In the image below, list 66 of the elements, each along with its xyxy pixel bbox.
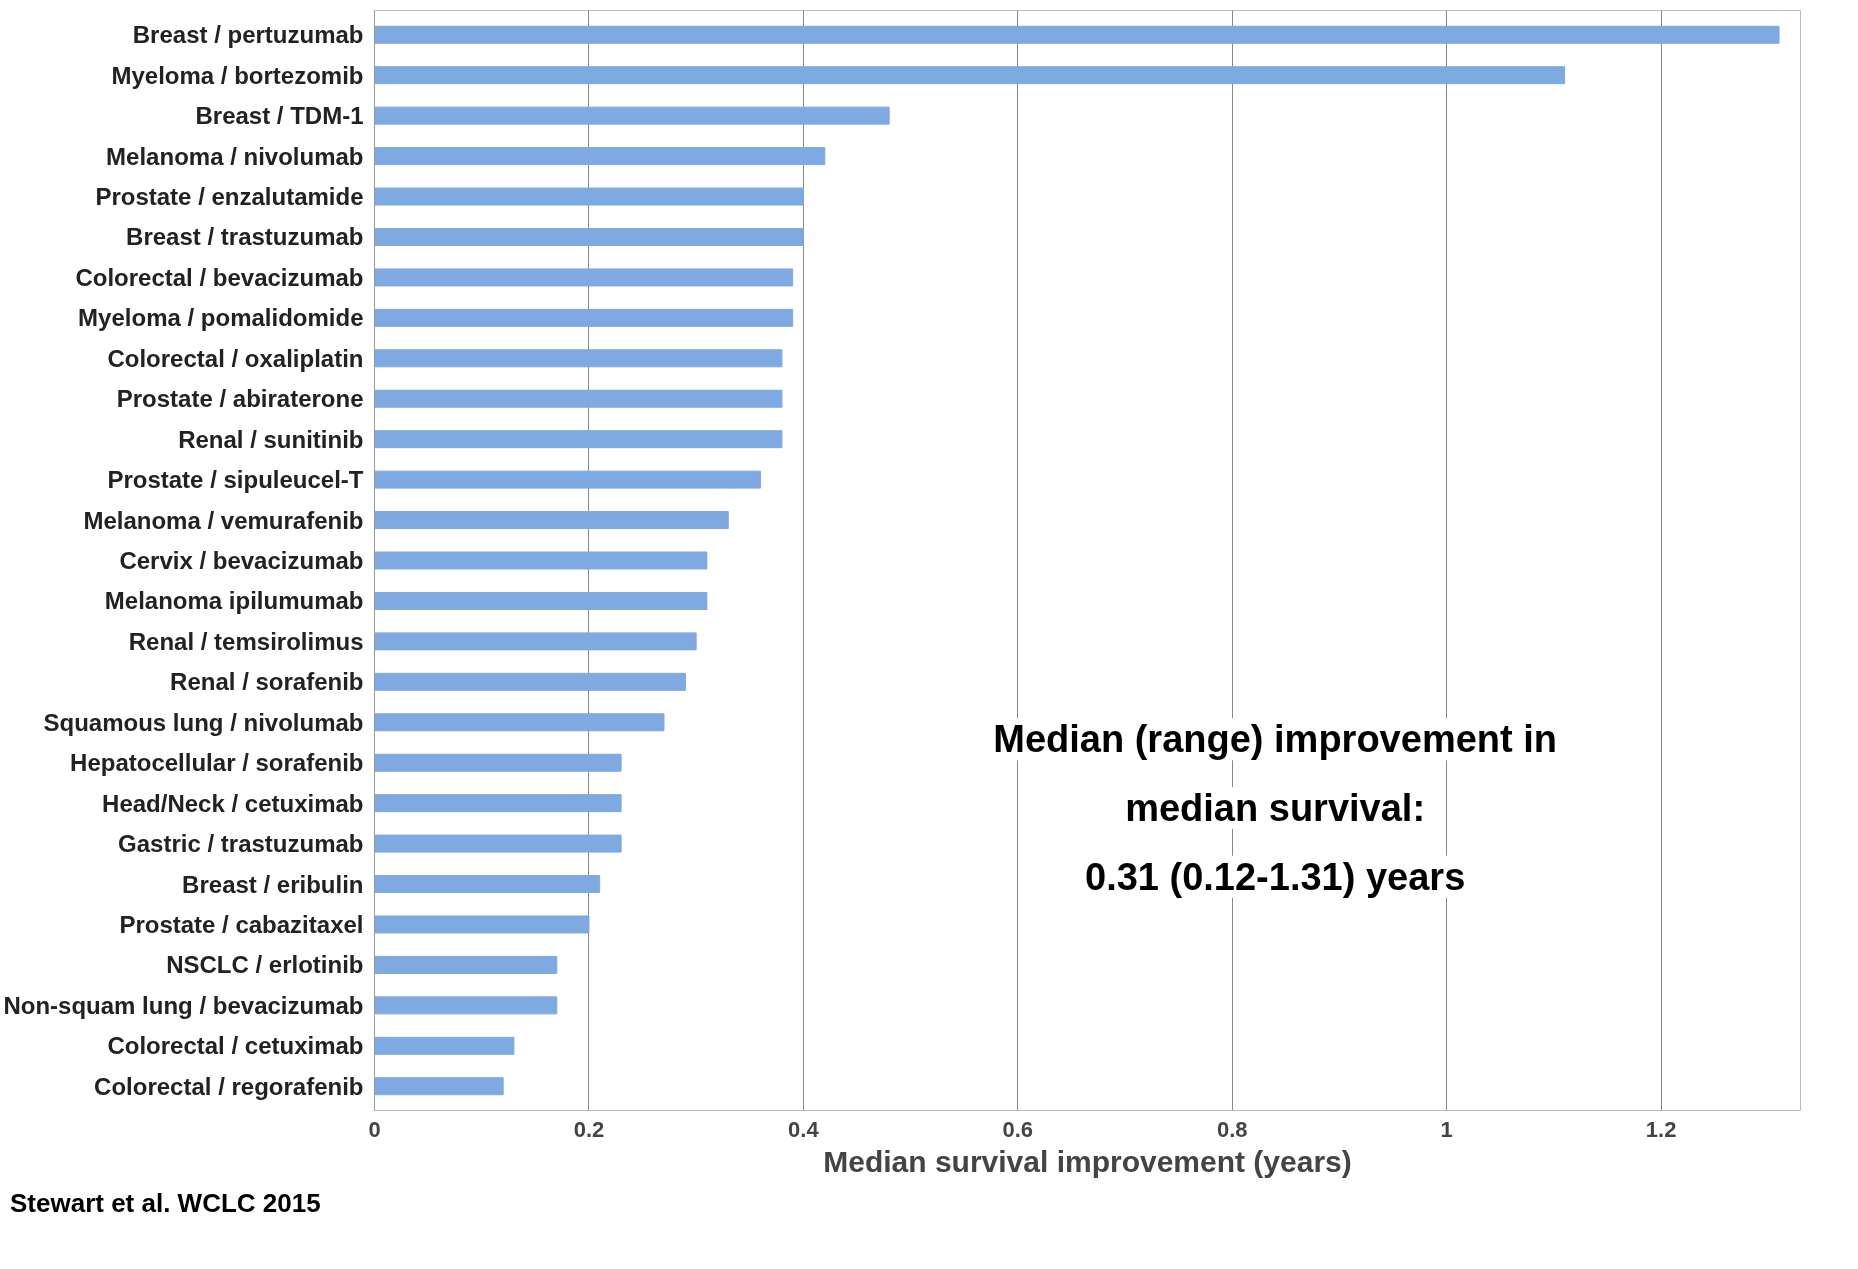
x-tick-label: 0.2 bbox=[573, 1116, 605, 1142]
y-tick-label: Prostate / sipuleucel-T bbox=[107, 466, 364, 494]
bar bbox=[374, 753, 622, 772]
bar bbox=[374, 349, 783, 368]
x-axis-title: Median survival improvement (years) bbox=[823, 1144, 1352, 1178]
y-tick-label: Breast / eribulin bbox=[182, 870, 364, 898]
bar bbox=[374, 268, 794, 287]
y-tick-label: Breast / TDM-1 bbox=[195, 102, 364, 130]
x-tick-label: 1 bbox=[1440, 1116, 1453, 1142]
bar bbox=[374, 187, 804, 206]
bar bbox=[374, 955, 558, 974]
bar bbox=[374, 713, 665, 732]
y-tick-label: Prostate / enzalutamide bbox=[95, 183, 364, 211]
bar bbox=[374, 1036, 515, 1055]
bar bbox=[374, 308, 794, 327]
y-tick-label: Prostate / cabazitaxel bbox=[119, 910, 364, 938]
y-tick-label: Colorectal / oxaliplatin bbox=[107, 344, 364, 372]
bar bbox=[374, 915, 590, 934]
y-tick-label: Colorectal / cetuximab bbox=[107, 1032, 364, 1060]
annotation: median survival: bbox=[1125, 787, 1426, 829]
bar bbox=[374, 389, 783, 408]
bar bbox=[374, 511, 729, 530]
text: Stewart et al. WCLC 2015 bbox=[10, 1187, 321, 1220]
y-tick-label: Head/Neck / cetuximab bbox=[102, 789, 364, 817]
bar bbox=[374, 470, 761, 489]
bar bbox=[374, 672, 686, 691]
bar bbox=[374, 106, 890, 125]
y-tick-label: Breast / pertuzumab bbox=[132, 21, 364, 49]
y-tick-label: Colorectal / regorafenib bbox=[94, 1072, 364, 1100]
bar bbox=[374, 551, 708, 570]
y-tick-label: Myeloma / pomalidomide bbox=[78, 304, 364, 332]
bar bbox=[374, 875, 601, 894]
y-tick-label: Melanoma / vemurafenib bbox=[83, 506, 364, 534]
bar bbox=[374, 147, 826, 166]
x-tick-label: 1.2 bbox=[1645, 1116, 1677, 1142]
bar bbox=[374, 591, 708, 610]
bar bbox=[374, 25, 1780, 44]
bar bbox=[374, 1077, 504, 1096]
y-tick-label: Renal / temsirolimus bbox=[128, 627, 364, 655]
y-tick-label: Melanoma / nivolumab bbox=[106, 142, 364, 170]
bar bbox=[374, 794, 622, 813]
y-tick-label: Non-squam lung / bevacizumab bbox=[3, 991, 364, 1019]
y-tick-label: Cervix / bevacizumab bbox=[119, 547, 364, 574]
bar bbox=[374, 834, 622, 853]
y-tick-label: NSCLC / erlotinib bbox=[166, 951, 364, 979]
x-tick-label: 0.4 bbox=[788, 1116, 820, 1142]
y-tick-label: Hepatocellular / sorafenib bbox=[70, 749, 364, 777]
bar bbox=[374, 430, 783, 449]
y-tick-label: Renal / sunitinib bbox=[178, 425, 364, 453]
y-tick-label: Colorectal / bevacizumab bbox=[75, 263, 364, 291]
annotation: 0.31 (0.12-1.31) years bbox=[1084, 855, 1466, 898]
x-tick-label: 0.6 bbox=[1002, 1116, 1034, 1142]
bar bbox=[374, 632, 697, 651]
y-tick-label: Squamous lung / nivolumab bbox=[43, 708, 364, 736]
y-tick-label: Breast / trastuzumab bbox=[126, 223, 364, 251]
x-tick-label: 0.8 bbox=[1216, 1116, 1248, 1142]
y-tick-label: Gastric / trastuzumab bbox=[118, 830, 364, 858]
y-tick-label: Prostate / abiraterone bbox=[116, 385, 364, 413]
x-tick-label: 0 bbox=[368, 1116, 381, 1142]
y-tick-label: Myeloma / bortezomib bbox=[111, 61, 364, 89]
y-tick-label: Renal / sorafenib bbox=[170, 668, 364, 696]
bar bbox=[374, 66, 1566, 85]
annotation: Median (range) improvement in bbox=[993, 718, 1558, 761]
y-tick-label: Melanoma ipilumumab bbox=[104, 587, 364, 615]
bar bbox=[374, 996, 558, 1015]
bar bbox=[374, 227, 804, 246]
